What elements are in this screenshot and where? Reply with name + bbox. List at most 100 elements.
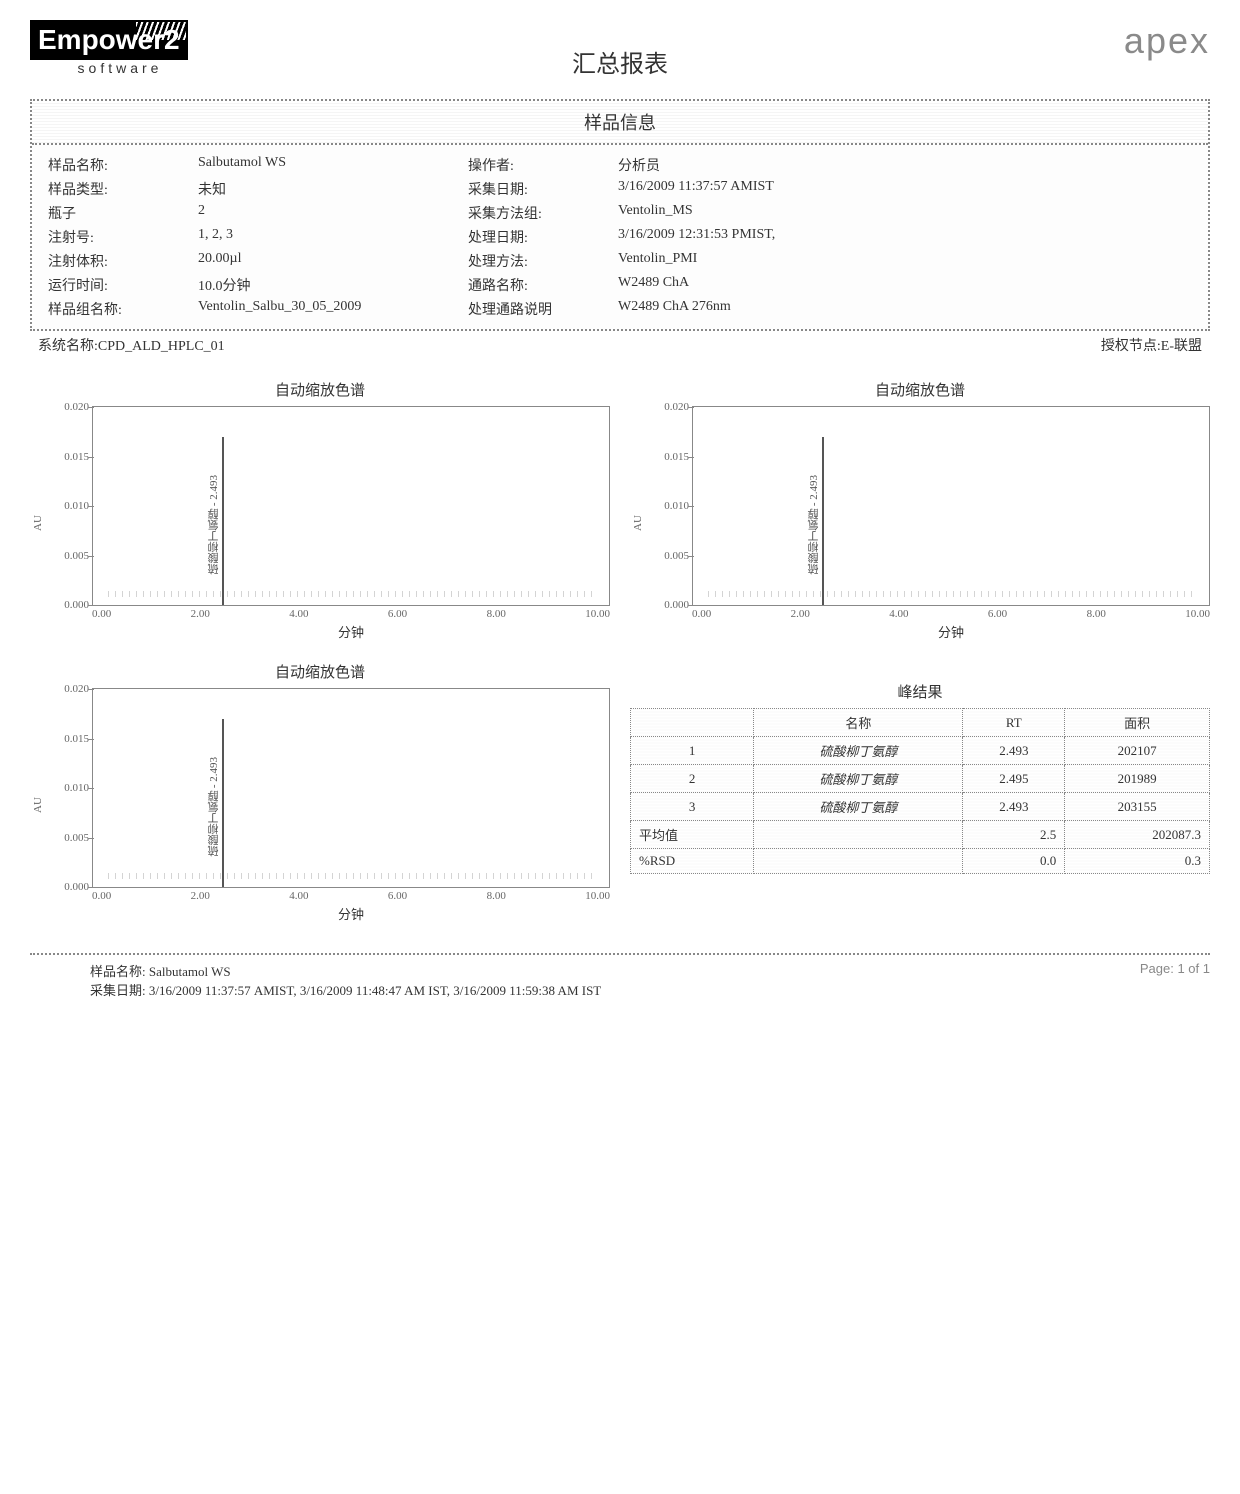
x-tick-label: 4.00 xyxy=(289,890,308,902)
table-cell: 201989 xyxy=(1065,765,1210,793)
logo-sub: software xyxy=(30,60,210,76)
logo-block: Empower2 software xyxy=(30,20,210,76)
x-tick-label: 2.00 xyxy=(191,608,210,620)
x-tick-label: 0.00 xyxy=(692,608,711,620)
info-value: 1, 2, 3 xyxy=(198,227,458,247)
plot-column: 0.0200.0150.0100.0050.000硫酸柳丁氨醇 - 2.4930… xyxy=(92,688,610,923)
info-value: W2489 ChA xyxy=(618,275,1192,295)
info-value: 未知 xyxy=(198,179,458,199)
info-label: 样品名称: xyxy=(48,155,188,175)
system-row: 系统名称:CPD_ALD_HPLC_01 授权节点:E-联盟 xyxy=(30,331,1210,359)
x-tick-label: 4.00 xyxy=(289,608,308,620)
info-value: 3/16/2009 12:31:53 PMIST, xyxy=(618,227,1192,247)
report-footer: 样品名称: Salbutamol WS 采集日期: 3/16/2009 11:3… xyxy=(30,953,1210,999)
y-tick-label: 0.005 xyxy=(664,550,689,562)
chart-title: 自动缩放色谱 xyxy=(30,379,610,400)
x-tick-label: 10.00 xyxy=(585,890,610,902)
footer-date-label: 采集日期: xyxy=(90,983,146,998)
info-label: 运行时间: xyxy=(48,275,188,295)
y-tick-label: 0.020 xyxy=(64,401,89,413)
results-col-header: 面积 xyxy=(1065,709,1210,737)
y-tick-label: 0.010 xyxy=(64,500,89,512)
system-name-value: CPD_ALD_HPLC_01 xyxy=(98,339,225,354)
y-ticks: 0.0200.0150.0100.0050.000 xyxy=(47,689,91,887)
y-tick-label: 0.005 xyxy=(64,832,89,844)
x-tick-label: 10.00 xyxy=(1185,608,1210,620)
y-tick-label: 0.000 xyxy=(64,881,89,893)
table-cell: 硫酸柳丁氨醇 xyxy=(754,793,963,821)
results-table: 名称RT面积 1硫酸柳丁氨醇2.4932021072硫酸柳丁氨醇2.495201… xyxy=(630,708,1210,874)
table-row: 2硫酸柳丁氨醇2.495201989 xyxy=(631,765,1210,793)
info-value: W2489 ChA 276nm xyxy=(618,299,1192,319)
table-cell xyxy=(754,821,963,849)
plot-box: 0.0200.0150.0100.0050.000硫酸柳丁氨醇 - 2.493 xyxy=(692,406,1210,606)
baseline xyxy=(708,591,1193,597)
info-value: 10.0分钟 xyxy=(198,275,458,295)
table-row: 1硫酸柳丁氨醇2.493202107 xyxy=(631,737,1210,765)
table-cell: 2.493 xyxy=(963,793,1065,821)
info-label: 瓶子 xyxy=(48,203,188,223)
chart-wrap: AU0.0200.0150.0100.0050.000硫酸柳丁氨醇 - 2.49… xyxy=(30,688,610,923)
x-tick-label: 0.00 xyxy=(92,608,111,620)
info-label: 样品类型: xyxy=(48,179,188,199)
chart-wrap: AU0.0200.0150.0100.0050.000硫酸柳丁氨醇 - 2.49… xyxy=(30,406,610,641)
auth-node: 授权节点:E-联盟 xyxy=(1101,335,1202,355)
auth-node-value: E-联盟 xyxy=(1161,339,1202,354)
x-tick-label: 8.00 xyxy=(1087,608,1106,620)
info-label: 注射号: xyxy=(48,227,188,247)
table-cell xyxy=(754,849,963,874)
peak-label: 硫酸柳丁氨醇 - 2.493 xyxy=(206,757,222,857)
info-label: 处理日期: xyxy=(468,227,608,247)
y-axis-label: AU xyxy=(30,406,46,641)
x-tick-label: 6.00 xyxy=(988,608,1007,620)
footer-sample-value: Salbutamol WS xyxy=(149,964,231,979)
x-tick-label: 2.00 xyxy=(791,608,810,620)
info-label: 采集方法组: xyxy=(468,203,608,223)
info-value: Ventolin_MS xyxy=(618,203,1192,223)
x-ticks: 0.002.004.006.008.0010.00 xyxy=(92,888,610,902)
table-cell: 2.493 xyxy=(963,737,1065,765)
info-value: 3/16/2009 11:37:57 AMIST xyxy=(618,179,1192,199)
footer-left: 样品名称: Salbutamol WS 采集日期: 3/16/2009 11:3… xyxy=(30,961,601,999)
peak-label: 硫酸柳丁氨醇 - 2.493 xyxy=(806,475,822,575)
info-value: Ventolin_Salbu_30_05_2009 xyxy=(198,299,458,319)
table-cell: 0.3 xyxy=(1065,849,1210,874)
results-col-header: 名称 xyxy=(754,709,963,737)
x-axis-label: 分钟 xyxy=(92,904,610,923)
plot-box: 0.0200.0150.0100.0050.000硫酸柳丁氨醇 - 2.493 xyxy=(92,406,610,606)
table-cell: 202087.3 xyxy=(1065,821,1210,849)
plot-column: 0.0200.0150.0100.0050.000硫酸柳丁氨醇 - 2.493 0… xyxy=(692,406,1210,641)
plot-column: 0.0200.0150.0100.0050.000硫酸柳丁氨醇 - 2.493 0… xyxy=(92,406,610,641)
y-axis-label: AU xyxy=(630,406,646,641)
results-col-header: RT xyxy=(963,709,1065,737)
x-axis-label: 分钟 xyxy=(92,622,610,641)
info-value: 20.00µl xyxy=(198,251,458,271)
sample-info-section: 样品信息 样品名称:Salbutamol WS操作者:分析员样品类型:未知采集日… xyxy=(30,99,1210,331)
y-tick-label: 0.015 xyxy=(64,733,89,745)
x-tick-label: 4.00 xyxy=(889,608,908,620)
table-cell: %RSD xyxy=(631,849,754,874)
table-cell: 0.0 xyxy=(963,849,1065,874)
table-summary-row: 平均值2.5202087.3 xyxy=(631,821,1210,849)
x-tick-label: 8.00 xyxy=(487,608,506,620)
results-block: 峰结果 名称RT面积 1硫酸柳丁氨醇2.4932021072硫酸柳丁氨醇2.49… xyxy=(630,681,1210,874)
peak-results-cell: 峰结果 名称RT面积 1硫酸柳丁氨醇2.4932021072硫酸柳丁氨醇2.49… xyxy=(630,661,1210,923)
y-ticks: 0.0200.0150.0100.0050.000 xyxy=(47,407,91,605)
charts-area: 自动缩放色谱AU0.0200.0150.0100.0050.000硫酸柳丁氨醇 … xyxy=(30,379,1210,923)
info-label: 操作者: xyxy=(468,155,608,175)
table-cell: 3 xyxy=(631,793,754,821)
chart-title: 自动缩放色谱 xyxy=(30,661,610,682)
chromatogram-1: 自动缩放色谱 AU0.0200.0150.0100.0050.000硫酸柳丁氨醇 … xyxy=(30,379,610,641)
y-tick-label: 0.000 xyxy=(664,599,689,611)
info-value: 分析员 xyxy=(618,155,1192,175)
table-summary-row: %RSD 0.00.3 xyxy=(631,849,1210,874)
chart-wrap: AU0.0200.0150.0100.0050.000硫酸柳丁氨醇 - 2.49… xyxy=(630,406,1210,641)
system-name-label: 系统名称: xyxy=(38,339,98,354)
y-tick-label: 0.005 xyxy=(64,550,89,562)
peak-label: 硫酸柳丁氨醇 - 2.493 xyxy=(206,475,222,575)
info-value: Ventolin_PMI xyxy=(618,251,1192,271)
info-label: 处理方法: xyxy=(468,251,608,271)
info-label: 采集日期: xyxy=(468,179,608,199)
y-tick-label: 0.010 xyxy=(64,782,89,794)
y-tick-label: 0.020 xyxy=(64,683,89,695)
